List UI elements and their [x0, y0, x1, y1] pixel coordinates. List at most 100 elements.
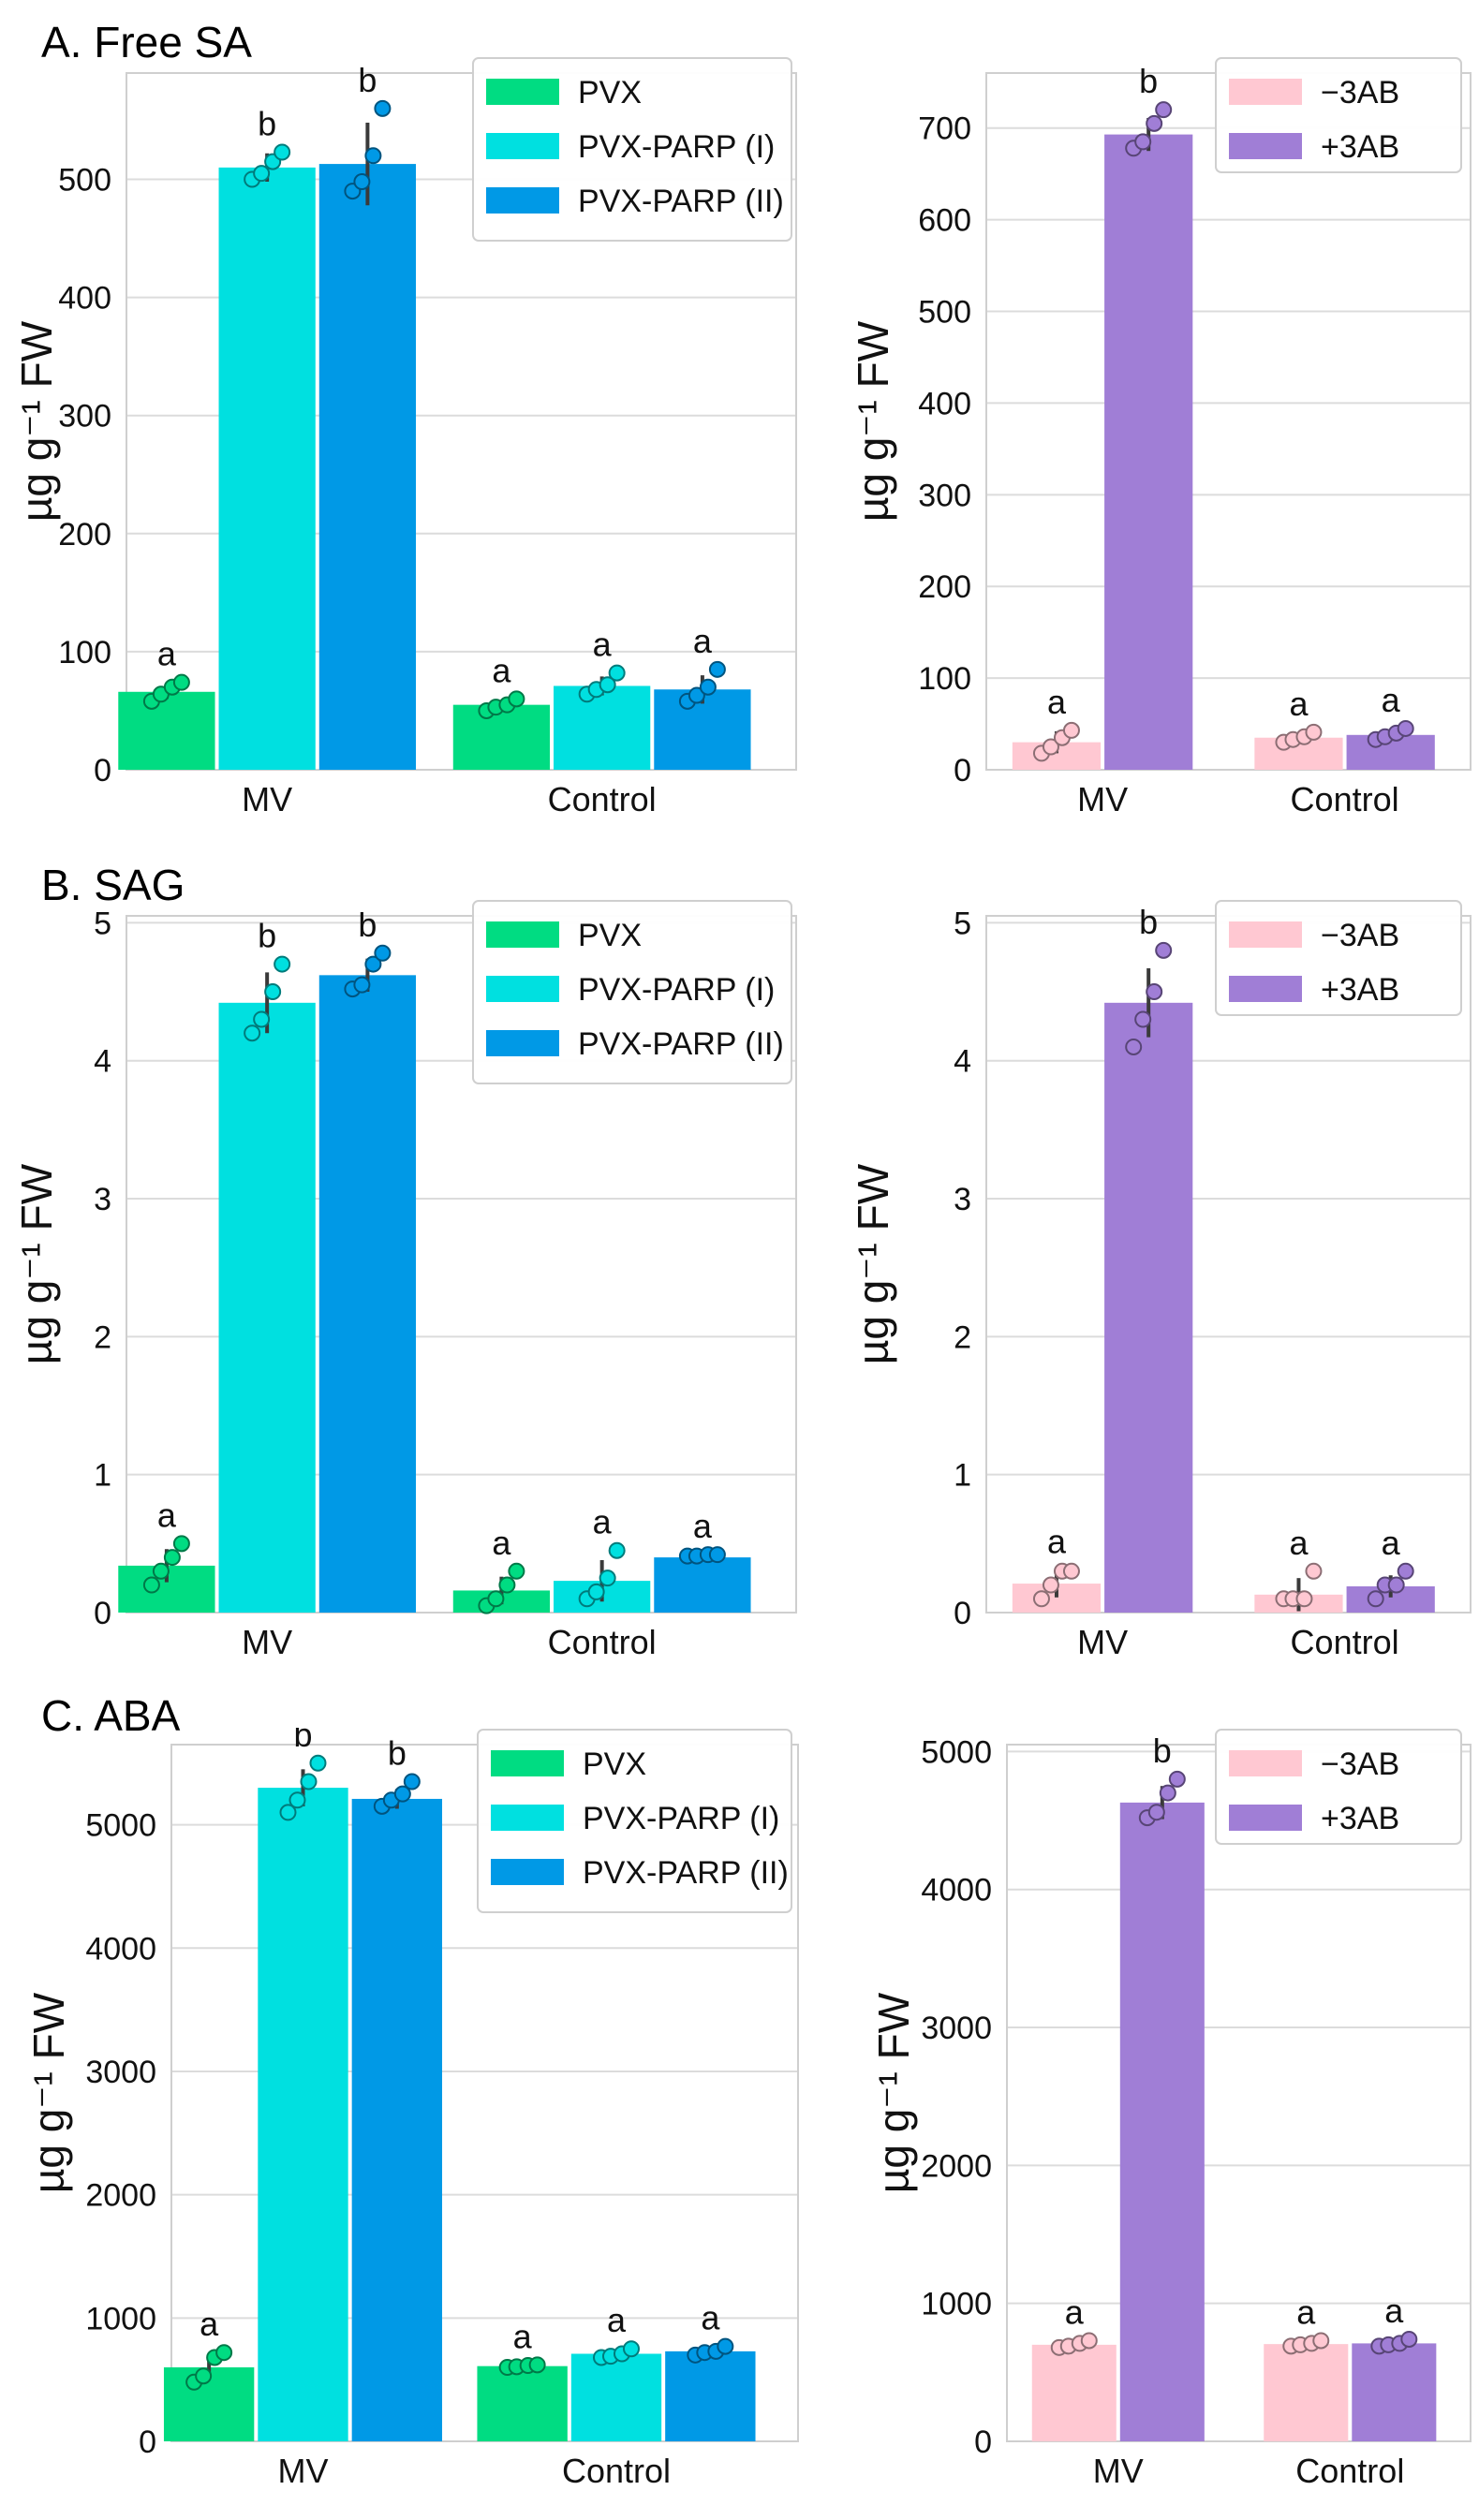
- data-point: [1155, 101, 1173, 119]
- data-point: [1042, 1576, 1059, 1594]
- significance-letter: b: [358, 61, 377, 99]
- y-tick-label: 3: [94, 1182, 111, 1217]
- significance-letter: b: [358, 906, 377, 944]
- data-point: [353, 976, 371, 994]
- legend-swatch: [491, 1805, 564, 1831]
- y-tick-label: 100: [58, 635, 111, 671]
- significance-letter: a: [607, 2301, 627, 2339]
- y-tick-label: 5: [954, 906, 971, 941]
- bar: [1104, 134, 1193, 770]
- significance-letter: a: [157, 1496, 177, 1534]
- data-point: [374, 99, 392, 117]
- significance-letter: a: [200, 2305, 219, 2343]
- bar: [654, 1557, 751, 1613]
- legend-swatch: [1229, 133, 1302, 159]
- plot-frame: [985, 72, 1472, 771]
- legend-label: −3AB: [1321, 1746, 1399, 1782]
- y-tick-label: 400: [58, 281, 111, 317]
- chart-aba-left: 0 1000 2000 3000 4000 5000 µg g⁻¹ FW MV Control a…: [24, 1728, 799, 2490]
- y-tick-label: 0: [139, 2424, 156, 2460]
- y-tick-label: 4000: [85, 1931, 156, 1967]
- data-point: [688, 686, 705, 704]
- legend: −3AB +3AB: [1215, 900, 1462, 1016]
- axes: 0 1000 2000 3000 4000 5000 µg g⁻¹ FW MV Control: [24, 1744, 799, 2490]
- x-tick-label: MV: [242, 780, 292, 818]
- panel-title-free-sa: A. Free SA: [41, 18, 252, 66]
- y-tick-label: 600: [918, 203, 971, 239]
- y-tick-label: 500: [58, 162, 111, 198]
- significance-letter: b: [388, 1734, 407, 1773]
- significance-letter: a: [492, 651, 511, 689]
- legend-swatch: [1229, 1805, 1302, 1831]
- y-tick-label: 4000: [921, 1873, 992, 1908]
- data-point: [1305, 1562, 1323, 1580]
- y-tick-label: 2000: [921, 2148, 992, 2184]
- data-point: [1168, 1770, 1186, 1788]
- y-axis-label: µg g⁻¹ FW: [849, 320, 897, 522]
- legend-swatch: [1229, 79, 1302, 105]
- bar: [351, 1798, 443, 2441]
- data-point: [708, 1546, 726, 1564]
- y-tick-label: 5000: [921, 1734, 992, 1770]
- legend-label: PVX-PARP (II): [583, 1855, 789, 1891]
- legend-swatch: [486, 187, 559, 214]
- data-point: [244, 1024, 261, 1042]
- data-point: [374, 944, 392, 962]
- data-point: [364, 955, 382, 973]
- legend: −3AB +3AB: [1215, 57, 1462, 173]
- data-point: [1147, 1804, 1165, 1821]
- y-tick-label: 3000: [85, 2055, 156, 2090]
- data-point: [1387, 1576, 1405, 1594]
- data-point: [1367, 1590, 1384, 1608]
- data-point: [152, 1562, 170, 1580]
- bar: [218, 167, 316, 770]
- data-point: [622, 2340, 640, 2358]
- data-point: [608, 1541, 626, 1559]
- x-tick-label: MV: [277, 2452, 328, 2490]
- significance-letter: a: [693, 1507, 713, 1545]
- data-point: [508, 1562, 525, 1580]
- bar: [1031, 2344, 1117, 2441]
- significance-letter: a: [1289, 685, 1309, 723]
- y-tick-label: 0: [954, 753, 971, 788]
- legend-label: PVX: [583, 1746, 646, 1782]
- significance-letter: b: [258, 917, 276, 955]
- significance-letter: b: [1139, 62, 1158, 100]
- data-point: [1062, 721, 1080, 739]
- bar: [1352, 2343, 1437, 2441]
- data-point: [274, 143, 291, 161]
- data-point: [253, 165, 271, 183]
- y-axis-label: µg g⁻¹ FW: [869, 1992, 918, 2193]
- data-point: [393, 1785, 411, 1803]
- y-tick-label: 1: [94, 1458, 111, 1494]
- chart-aba-right: 0 1000 2000 3000 4000 5000 µg g⁻¹ FW MV Control a…: [869, 1729, 1472, 2490]
- legend-label: PVX: [578, 75, 642, 111]
- x-tick-label: Control: [1291, 1623, 1399, 1661]
- bar: [1264, 2344, 1349, 2441]
- data-point: [1134, 1010, 1152, 1028]
- bar: [665, 2351, 756, 2441]
- legend-swatch: [486, 921, 559, 948]
- significance-letter: a: [1289, 1524, 1309, 1562]
- significance-letter: b: [1153, 1732, 1172, 1770]
- data-point: [717, 2337, 734, 2355]
- data-point: [1146, 983, 1163, 1001]
- bar: [318, 975, 417, 1613]
- legend-label: PVX-PARP (I): [578, 972, 775, 1008]
- legend-swatch: [491, 1859, 564, 1885]
- data-point: [279, 1804, 297, 1821]
- legend-swatch: [1229, 921, 1302, 948]
- significance-letter: a: [593, 1503, 613, 1541]
- data-point: [587, 1583, 605, 1600]
- x-tick-label: Control: [548, 1623, 657, 1661]
- x-tick-label: Control: [548, 780, 657, 818]
- y-tick-label: 5000: [85, 1808, 156, 1844]
- legend: PVX PVX-PARP (I) PVX-PARP (II): [472, 57, 792, 242]
- significance-letter: a: [693, 622, 713, 660]
- y-tick-label: 0: [954, 1596, 971, 1631]
- y-tick-label: 200: [918, 569, 971, 605]
- bar: [218, 1002, 316, 1613]
- significance-letter: a: [1047, 1522, 1067, 1560]
- legend: −3AB +3AB: [1215, 1729, 1462, 1845]
- data-point: [309, 1754, 327, 1772]
